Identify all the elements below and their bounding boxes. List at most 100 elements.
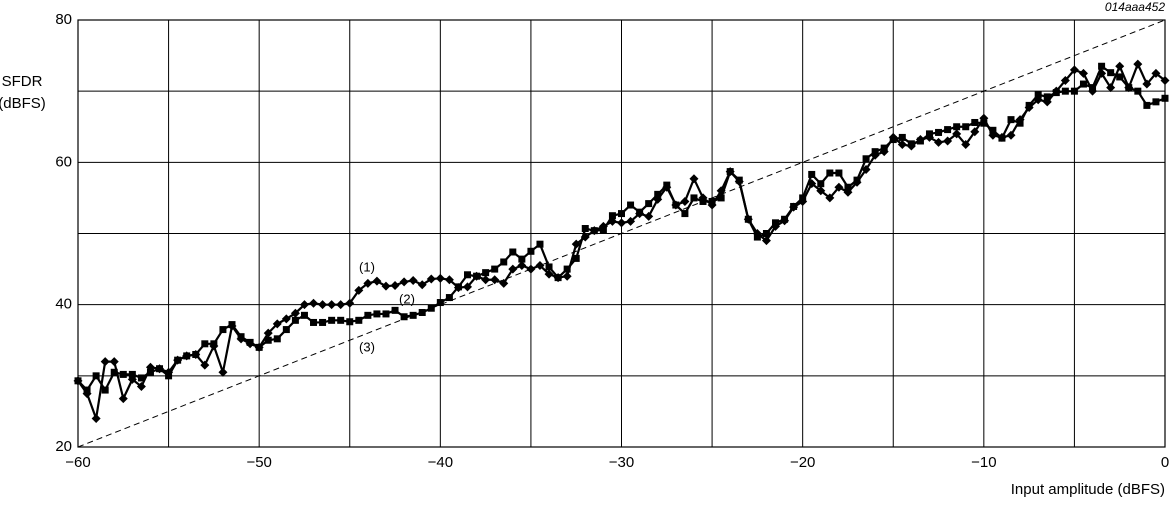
square-marker (382, 310, 390, 318)
diamond-marker (517, 261, 527, 271)
square-marker (282, 326, 290, 334)
square-marker (935, 128, 943, 136)
square-marker (1089, 84, 1097, 92)
square-marker (101, 386, 109, 394)
square-marker (590, 227, 598, 235)
square-marker (608, 212, 616, 220)
square-marker (237, 333, 245, 341)
square-marker (545, 263, 553, 271)
square-marker (572, 254, 580, 262)
diamond-marker (970, 127, 980, 137)
diamond-marker (1151, 68, 1161, 78)
square-marker (74, 377, 82, 385)
x-tick-label: 0 (1161, 454, 1169, 471)
square-marker (482, 269, 490, 277)
y-tick-label: 60 (55, 153, 72, 170)
square-marker (319, 318, 327, 326)
diamond-marker (680, 196, 690, 206)
square-marker (418, 308, 426, 316)
square-marker (1052, 89, 1060, 97)
square-marker (618, 210, 625, 218)
square-marker (735, 176, 743, 184)
square-marker (110, 368, 118, 376)
square-marker (844, 183, 852, 191)
square-marker (273, 335, 281, 343)
square-marker (781, 215, 789, 223)
square-marker (1070, 87, 1078, 95)
square-marker (1134, 87, 1142, 95)
diamond-marker (399, 277, 409, 287)
diamond-marker (617, 218, 626, 228)
diamond-marker (897, 140, 907, 150)
square-marker (264, 336, 272, 344)
series-line (77, 19, 1166, 448)
diamond-marker (91, 414, 101, 424)
x-tick-label: −30 (609, 454, 634, 471)
square-marker (962, 123, 970, 131)
square-marker (1098, 62, 1106, 70)
x-tick-label: −40 (428, 454, 453, 471)
y-tick-label: 80 (55, 11, 72, 28)
square-marker (255, 343, 263, 351)
diamond-marker (309, 298, 319, 308)
x-tick-label: −60 (65, 454, 90, 471)
diamond-marker (1160, 75, 1170, 85)
square-marker (826, 169, 834, 177)
series-label: (2) (399, 291, 415, 306)
square-marker (509, 248, 517, 256)
square-marker (500, 258, 508, 266)
diamond-marker (408, 275, 418, 285)
square-marker (907, 140, 915, 148)
square-marker (346, 318, 354, 326)
square-marker (998, 134, 1006, 142)
square-marker (192, 350, 200, 358)
square-marker (83, 386, 91, 394)
square-marker (663, 181, 671, 189)
diamond-marker (834, 182, 844, 192)
diamond-marker (490, 275, 500, 285)
square-marker (146, 368, 154, 376)
square-marker (762, 230, 770, 237)
diamond-marker (463, 282, 473, 292)
x-tick-label: −10 (971, 454, 996, 471)
square-marker (744, 215, 752, 223)
diamond-marker (272, 319, 282, 329)
square-marker (246, 338, 254, 346)
square-marker (1079, 80, 1087, 88)
square-marker (137, 374, 145, 382)
diamond-marker (1133, 59, 1143, 69)
square-marker (581, 225, 589, 233)
diamond-marker (1106, 83, 1116, 93)
square-marker (690, 194, 698, 202)
diamond-marker (318, 300, 328, 310)
square-marker (436, 299, 444, 307)
square-marker (554, 274, 562, 282)
square-marker (201, 340, 209, 348)
diamond-marker (526, 264, 536, 274)
square-marker (310, 318, 318, 326)
diamond-marker (136, 382, 146, 392)
square-marker (790, 202, 798, 210)
square-marker (536, 240, 544, 248)
square-marker (1161, 94, 1169, 102)
square-marker (563, 265, 571, 273)
diamond-marker (417, 280, 427, 290)
square-marker (228, 321, 236, 329)
square-marker (128, 370, 136, 378)
square-marker (880, 144, 888, 152)
diamond-marker (1142, 79, 1152, 89)
square-marker (1016, 119, 1024, 127)
square-marker (337, 316, 345, 324)
diamond-marker (943, 136, 953, 146)
square-marker (681, 210, 689, 218)
square-marker (898, 133, 906, 141)
diamond-marker (354, 285, 364, 295)
square-marker (1107, 69, 1115, 77)
square-marker (1043, 93, 1051, 101)
y-tick-label: 40 (55, 296, 72, 313)
diamond-marker (345, 298, 355, 308)
square-marker (717, 194, 725, 202)
square-marker (1007, 116, 1015, 124)
square-marker (953, 123, 961, 131)
square-marker (373, 310, 381, 318)
